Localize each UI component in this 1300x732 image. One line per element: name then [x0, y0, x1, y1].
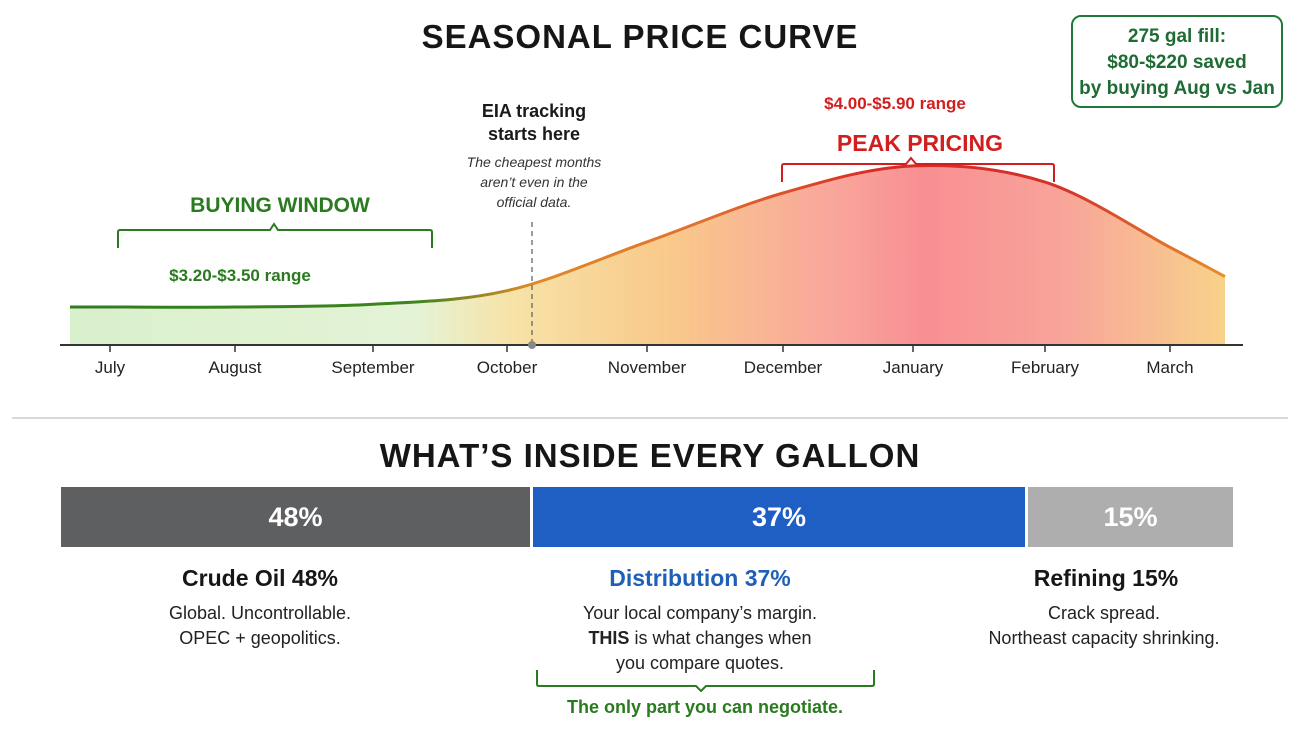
refining-title: Refining 15%	[1033, 565, 1179, 591]
section-divider	[12, 417, 1288, 419]
distribution-segment	[533, 487, 1025, 547]
peak-pricing-label: PEAK PRICING	[836, 130, 1004, 156]
buying-window-bracket	[117, 222, 433, 248]
price-area-fill	[70, 165, 1225, 345]
x-tick-label-march: March	[1146, 358, 1194, 377]
crude-oil-title: Crude Oil 48%	[182, 565, 338, 591]
seasonal-area-chart	[60, 156, 1243, 352]
refining-desc-line2: Northeast capacity shrinking.	[988, 628, 1220, 648]
refining-description: Crack spread. Northeast capacity shrinki…	[954, 601, 1254, 651]
eia-note-title-line1: EIA tracking	[481, 101, 587, 121]
crude-oil-desc-line2: OPEC + geopolitics.	[179, 628, 341, 648]
price-series-line	[69, 164, 1226, 309]
buying-window-range: $3.20-$3.50 range	[169, 266, 311, 285]
savings-callout-line3: by buying Aug vs Jan	[1079, 78, 1275, 99]
eia-note-text: The cheapest months aren’t even in the o…	[434, 152, 634, 212]
crude-oil-pct-label: 48%	[268, 502, 323, 532]
x-tick-label-december: December	[743, 358, 823, 377]
x-tick-label-january: January	[882, 358, 944, 377]
distribution-desc-emphasis: THIS	[588, 628, 630, 648]
x-tick-label-september: September	[331, 358, 415, 377]
eia-note-line3: official data.	[496, 194, 572, 210]
eia-note-line2: aren’t even in the	[480, 174, 588, 190]
gallon-breakdown-title: WHAT’S INSIDE EVERY GALLON	[379, 437, 921, 474]
distribution-desc-line3: you compare quotes.	[615, 653, 785, 673]
x-tick-label-july: July	[94, 358, 126, 377]
distribution-desc-line1: Your local company’s margin.	[582, 603, 818, 623]
refining-pct-label: 15%	[1103, 502, 1158, 532]
x-tick-label-october: October	[476, 358, 538, 377]
savings-callout: 275 gal fill: $80-$220 saved by buying A…	[1071, 15, 1283, 108]
eia-note-line1: The cheapest months	[466, 154, 602, 170]
distribution-pct-label: 37%	[751, 502, 807, 532]
seasonal-chart-title: SEASONAL PRICE CURVE	[421, 18, 859, 55]
peak-pricing-bracket	[781, 156, 1055, 182]
x-tick-label-february: February	[1010, 358, 1080, 377]
buying-window-label: BUYING WINDOW	[190, 194, 370, 217]
crude-oil-desc-line1: Global. Uncontrollable.	[168, 603, 352, 623]
distribution-desc-line2-rest: is what changes when	[629, 628, 812, 648]
distribution-title: Distribution 37%	[609, 565, 791, 591]
negotiate-note: The only part you can negotiate.	[566, 697, 844, 717]
eia-note-title: EIA tracking starts here	[434, 100, 634, 146]
distribution-desc-line2: THIS is what changes when	[540, 626, 860, 651]
crude-oil-segment	[61, 487, 530, 547]
x-tick-label-august: August	[208, 358, 262, 377]
refining-desc-line1: Crack spread.	[1047, 603, 1161, 623]
distribution-description: Your local company’s margin. THIS is wha…	[540, 601, 860, 676]
eia-divider-dot	[528, 341, 536, 349]
crude-oil-description: Global. Uncontrollable. OPEC + geopoliti…	[110, 601, 410, 651]
savings-callout-line2: $80-$220 saved	[1107, 52, 1247, 73]
eia-note-title-line2: starts here	[487, 124, 581, 144]
x-tick-label-november: November	[607, 358, 687, 377]
negotiate-bracket	[536, 670, 875, 692]
peak-pricing-range: $4.00-$5.90 range	[824, 94, 966, 113]
savings-callout-line1: 275 gal fill:	[1127, 26, 1227, 47]
refining-segment	[1028, 487, 1233, 547]
